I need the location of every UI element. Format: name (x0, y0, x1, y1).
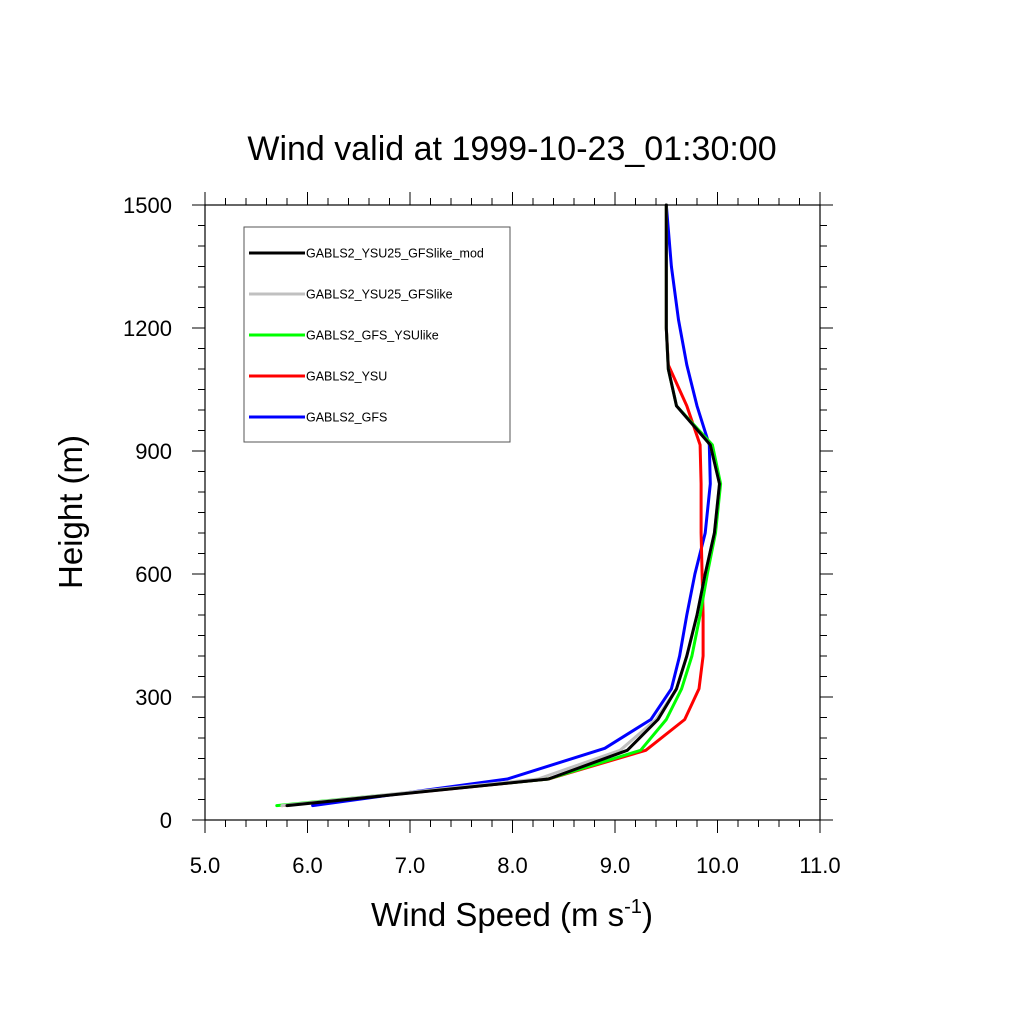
legend-label: GABLS2_GFS (306, 411, 387, 425)
legend-label: GABLS2_YSU (306, 370, 387, 384)
series-line-gabls2-gfs (311, 203, 712, 808)
x-axis-title: Wind Speed (m s-1) (371, 896, 653, 933)
legend-label: GABLS2_YSU25_GFSlike (306, 288, 453, 302)
series-line-gabls2-ysu25-gfslike-mod (285, 203, 721, 808)
chart-title: Wind valid at 1999-10-23_01:30:00 (247, 130, 776, 168)
x-tick-label: 8.0 (497, 853, 528, 878)
y-tick-label: 300 (135, 685, 172, 710)
x-tick-label: 10.0 (696, 853, 739, 878)
x-axis-title-suffix: ) (642, 896, 653, 933)
y-tick-label: 1200 (123, 316, 172, 341)
x-tick-label: 11.0 (799, 853, 840, 878)
plot-frame (204, 204, 821, 821)
y-tick-label: 1500 (123, 193, 172, 218)
x-axis-title-superscript: -1 (624, 896, 642, 918)
y-axis-title: Height (m) (52, 435, 89, 589)
x-tick-label: 5.0 (190, 853, 221, 878)
x-tick-label: 7.0 (395, 853, 426, 878)
legend: GABLS2_YSU25_GFSlike_mod GABLS2_YSU25_GFS… (243, 226, 511, 443)
x-tick-label: 6.0 (292, 853, 323, 878)
legend-label: GABLS2_YSU25_GFSlike_mod (306, 247, 484, 261)
x-tick-label: 9.0 (600, 853, 631, 878)
legend-label: GABLS2_GFS_YSUlike (306, 329, 439, 343)
x-axis-title-main: Wind Speed (m s (371, 896, 624, 933)
y-tick-label: 600 (135, 562, 172, 587)
tick-labels: 5.0 6.0 7.0 8.0 9.0 10.0 11.0 0 300 600 900 1200 150… (123, 193, 841, 878)
axis-ticks (192, 192, 833, 833)
plot-area (275, 203, 723, 808)
y-tick-label: 900 (135, 439, 172, 464)
y-tick-label: 0 (160, 808, 172, 833)
